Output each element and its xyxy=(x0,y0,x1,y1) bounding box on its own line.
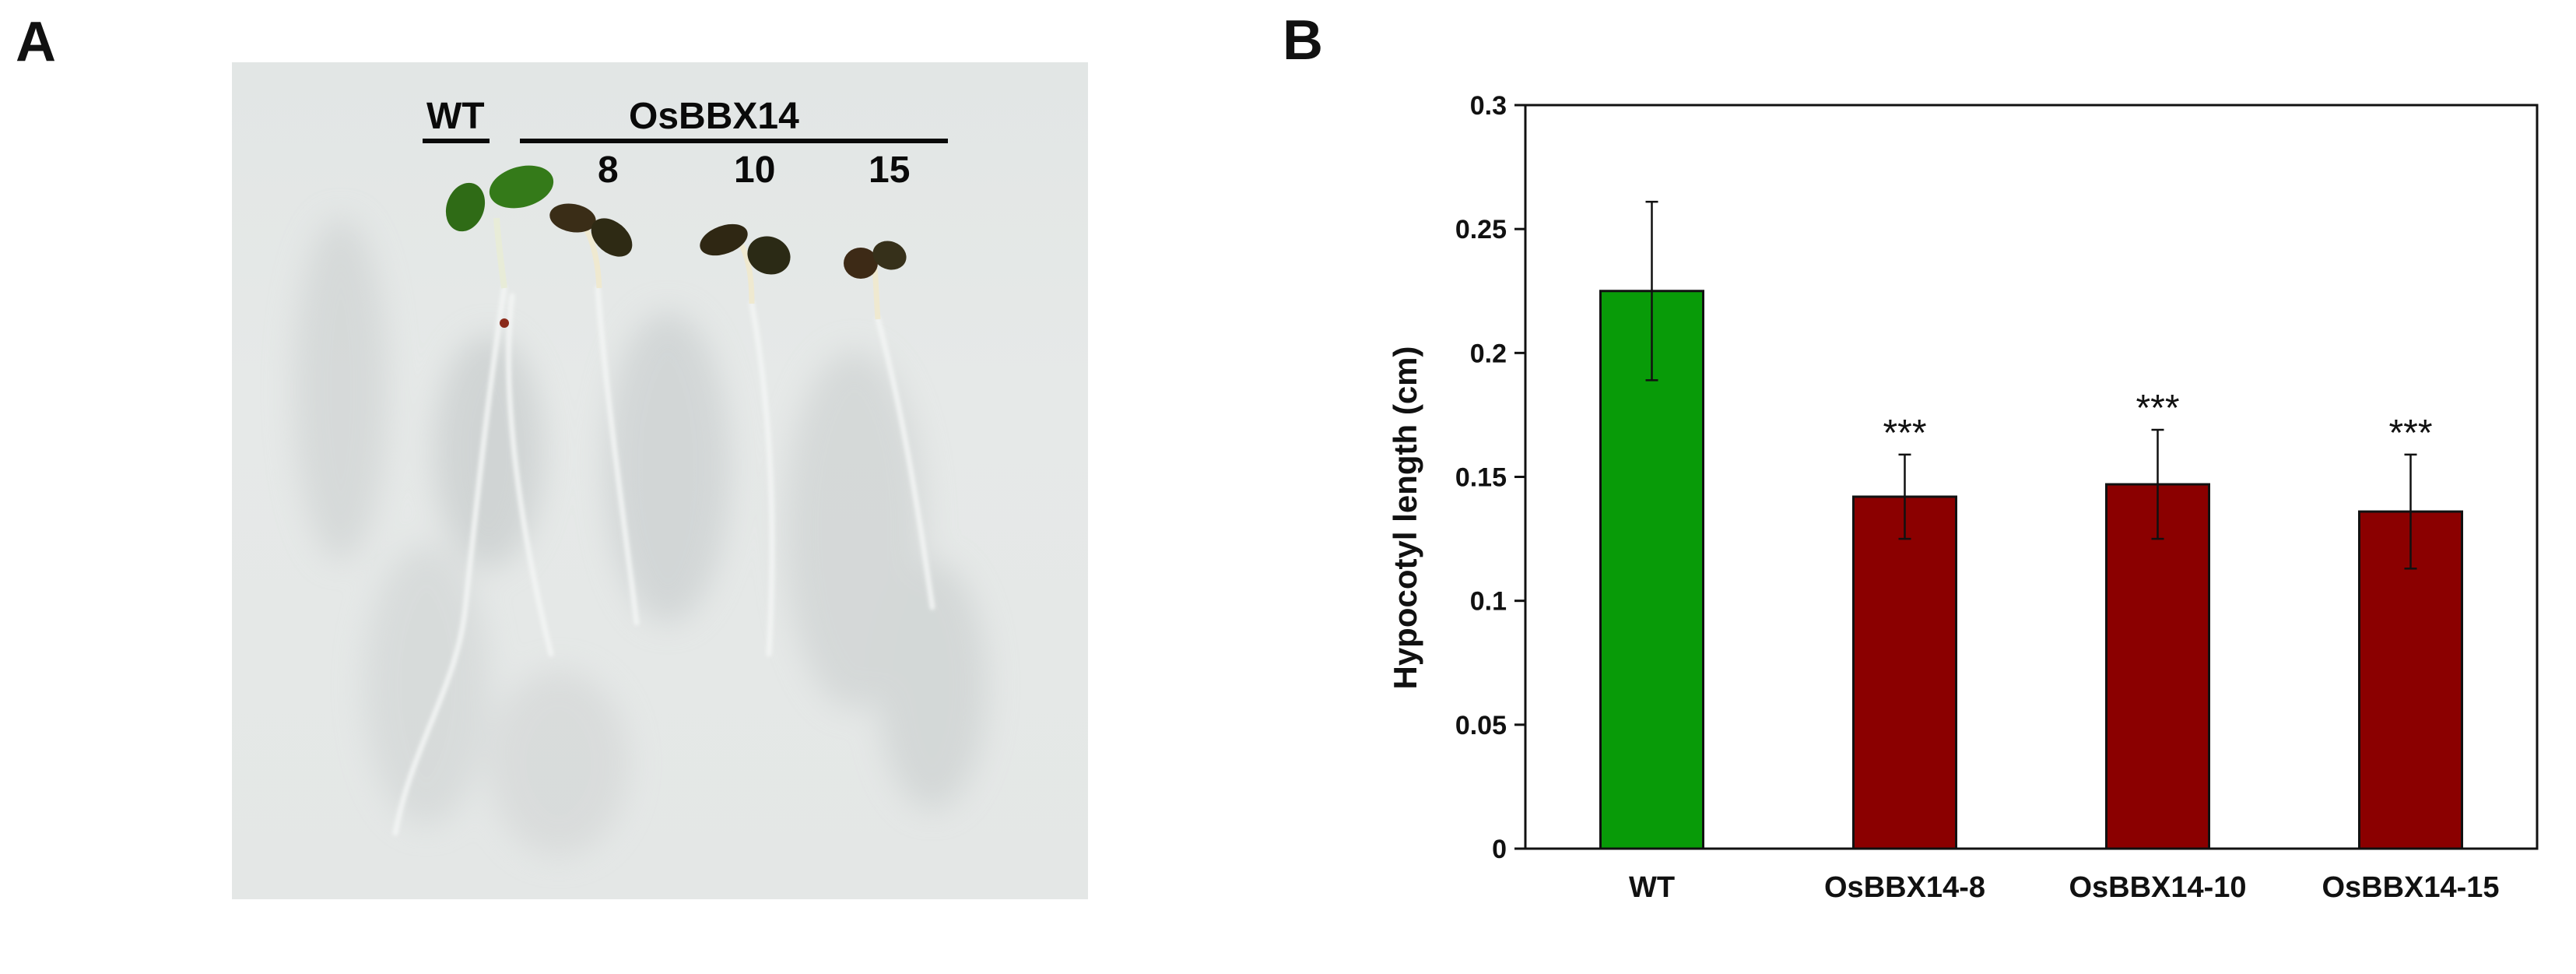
x-category-label: OsBBX14-10 xyxy=(2069,871,2246,904)
x-category-label: WT xyxy=(1629,871,1675,904)
panel-label-a: A xyxy=(16,11,56,73)
line-label-8: 8 xyxy=(598,149,619,191)
bar xyxy=(2105,483,2210,850)
seedling-photo-drawing xyxy=(294,139,987,856)
bar xyxy=(1852,495,1957,850)
seedling-photo: WT OsBBX14 8 10 15 xyxy=(232,62,1088,899)
wt-underline xyxy=(423,139,490,143)
x-category-label: OsBBX14-15 xyxy=(2322,871,2499,904)
hypocotyl-bar-chart: 0 0.05 0.1 0.15 0.2 0.25 0.3 WT *** OsBBX14-8 *** O… xyxy=(1387,91,2539,904)
y-tick-label: 0.3 xyxy=(1470,91,1507,121)
x-category-label: OsBBX14-8 xyxy=(1824,871,1985,904)
line15-root xyxy=(875,316,935,610)
line-label-10: 10 xyxy=(734,149,776,191)
significance-label: *** xyxy=(2388,413,2432,454)
y-tick-label: 0.2 xyxy=(1470,339,1507,368)
y-tick-label: 0 xyxy=(1492,835,1507,864)
line8-root xyxy=(595,285,640,626)
line-label-15: 15 xyxy=(869,149,911,191)
wt-label: WT xyxy=(426,96,485,137)
osbbx14-underline xyxy=(520,139,948,143)
wt-root xyxy=(392,285,507,836)
y-tick-label: 0.05 xyxy=(1455,711,1507,740)
wt-lateral-root xyxy=(506,293,554,657)
y-axis-label: Hypocotyl length (cm) xyxy=(1387,346,1423,689)
y-tick-label: 0.25 xyxy=(1455,215,1507,244)
osbbx14-label: OsBBX14 xyxy=(629,96,799,137)
wt-seedling xyxy=(445,165,554,328)
y-tick-label: 0.15 xyxy=(1455,463,1507,493)
plot-area: 0 0.05 0.1 0.15 0.2 0.25 0.3 WT *** OsBBX14-8 *** O… xyxy=(1455,91,2539,904)
bar xyxy=(1599,290,1704,850)
line10-root xyxy=(749,301,775,657)
line15-seedling xyxy=(844,241,907,320)
line8-seedling xyxy=(549,203,633,289)
panel-label-b: B xyxy=(1283,9,1323,72)
line10-seedling xyxy=(700,223,791,304)
significance-label: *** xyxy=(1883,413,1926,454)
y-tick-label: 0.1 xyxy=(1470,587,1507,617)
significance-label: *** xyxy=(2136,388,2179,429)
